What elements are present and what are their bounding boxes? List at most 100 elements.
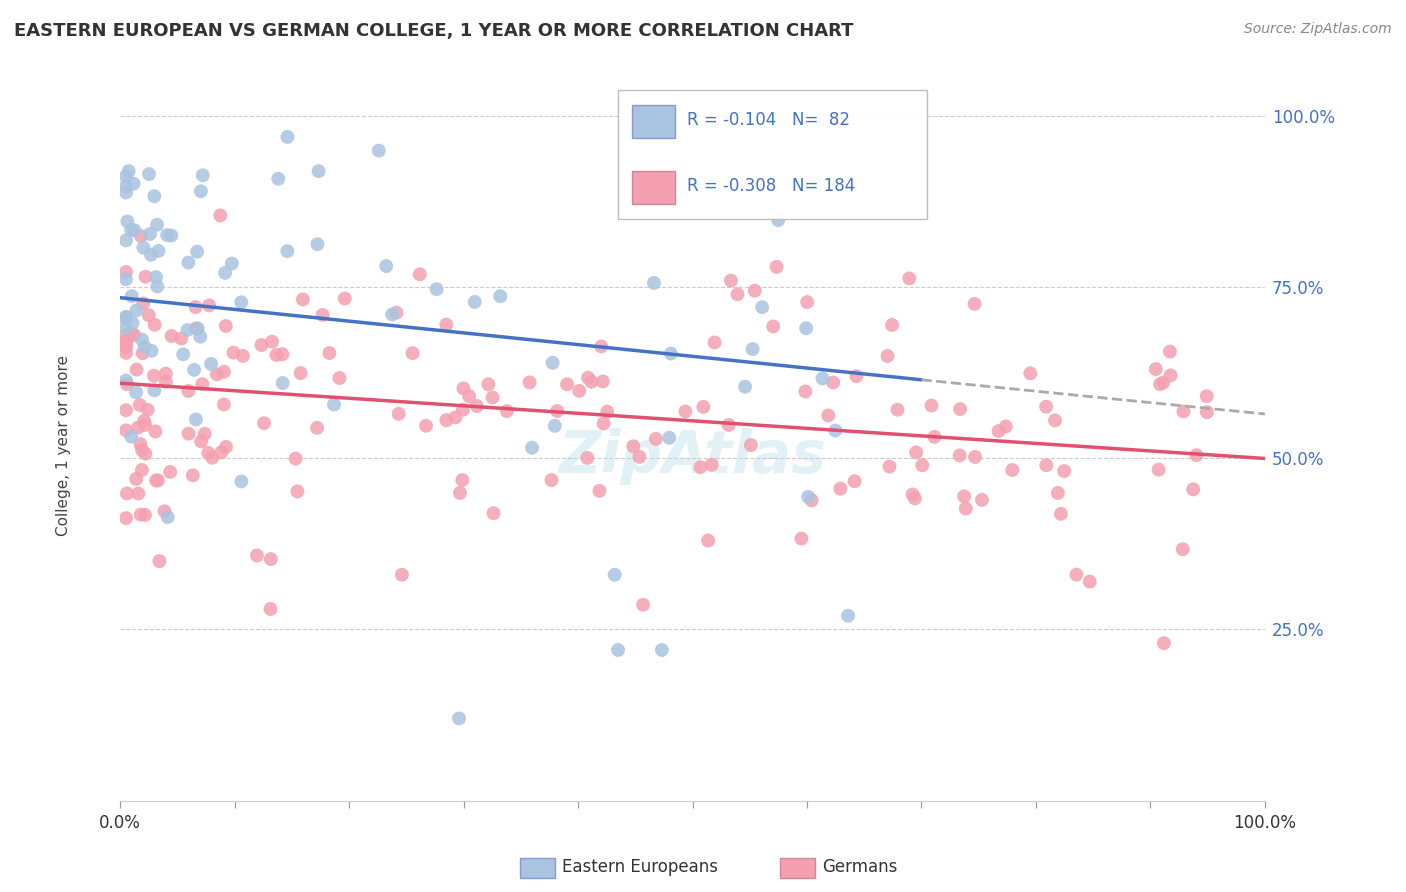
Point: [426, 282, 449, 296]
Point: [215, 440, 238, 454]
Point: [148, 554, 170, 568]
Point: [576, 371, 599, 385]
Point: [187, 321, 209, 335]
Point: [260, 552, 283, 566]
Point: [246, 549, 269, 563]
Point: [886, 402, 908, 417]
Point: [1066, 567, 1088, 582]
Point: [924, 430, 946, 444]
Point: [797, 490, 820, 504]
Text: Source: ZipAtlas.com: Source: ZipAtlas.com: [1244, 22, 1392, 37]
Point: [409, 268, 432, 282]
Point: [621, 439, 644, 453]
Point: [628, 450, 651, 464]
Point: [156, 227, 179, 242]
Point: [177, 384, 200, 398]
Point: [434, 318, 457, 332]
Point: [596, 405, 619, 419]
Point: [811, 371, 834, 385]
Point: [146, 218, 169, 232]
Point: [588, 483, 610, 498]
Point: [817, 409, 839, 423]
Point: [540, 473, 562, 487]
Point: [145, 425, 167, 439]
Point: [898, 271, 921, 285]
Point: [519, 376, 541, 390]
Point: [115, 336, 138, 351]
Point: [824, 424, 846, 438]
Point: [191, 377, 214, 392]
Point: [311, 308, 333, 322]
Point: [121, 289, 143, 303]
Point: [328, 371, 350, 385]
Point: [333, 292, 356, 306]
Point: [880, 318, 903, 332]
Point: [132, 414, 155, 428]
Point: [115, 169, 138, 184]
Point: [184, 321, 207, 335]
Point: [762, 319, 785, 334]
Point: [115, 312, 138, 326]
Point: [1185, 448, 1208, 462]
Point: [159, 465, 181, 479]
Point: [970, 492, 993, 507]
Point: [212, 365, 235, 379]
Point: [592, 375, 614, 389]
Point: [751, 300, 773, 314]
Point: [115, 233, 138, 247]
Point: [129, 508, 152, 522]
Point: [482, 506, 505, 520]
Point: [115, 511, 138, 525]
Point: [1078, 574, 1101, 589]
Point: [120, 223, 142, 237]
Point: [644, 432, 666, 446]
Point: [367, 144, 389, 158]
Point: [115, 310, 138, 324]
Point: [1182, 483, 1205, 497]
Point: [901, 487, 924, 501]
Point: [949, 449, 972, 463]
Point: [307, 421, 329, 435]
Point: [115, 346, 138, 360]
Point: [1149, 377, 1171, 392]
Point: [385, 305, 408, 319]
Point: [115, 340, 138, 354]
Point: [184, 412, 207, 426]
Point: [132, 296, 155, 310]
Point: [115, 265, 138, 279]
Point: [447, 711, 470, 725]
Point: [125, 385, 148, 400]
Point: [1159, 344, 1181, 359]
Bar: [631, 105, 675, 138]
Point: [963, 297, 986, 311]
Point: [209, 445, 232, 459]
Point: [121, 316, 143, 330]
Point: [143, 384, 166, 398]
Point: [160, 329, 183, 343]
Point: [700, 458, 723, 472]
Point: [271, 376, 294, 390]
Point: [134, 340, 156, 354]
Point: [186, 244, 208, 259]
Point: [837, 608, 859, 623]
Point: [115, 179, 138, 194]
Point: [1035, 458, 1057, 473]
Point: [172, 347, 194, 361]
Point: [201, 450, 224, 465]
Point: [489, 289, 512, 303]
Point: [232, 349, 254, 363]
Point: [800, 493, 823, 508]
Point: [1153, 636, 1175, 650]
Point: [290, 366, 312, 380]
Point: [146, 279, 169, 293]
Point: [845, 369, 868, 384]
Point: [267, 171, 290, 186]
Point: [209, 208, 232, 222]
Point: [131, 443, 153, 458]
Point: [115, 374, 138, 388]
Point: [692, 400, 714, 414]
Point: [125, 303, 148, 318]
Point: [197, 446, 219, 460]
Point: [790, 532, 813, 546]
Text: EASTERN EUROPEAN VS GERMAN COLLEGE, 1 YEAR OR MORE CORRELATION CHART: EASTERN EUROPEAN VS GERMAN COLLEGE, 1 YE…: [14, 22, 853, 40]
